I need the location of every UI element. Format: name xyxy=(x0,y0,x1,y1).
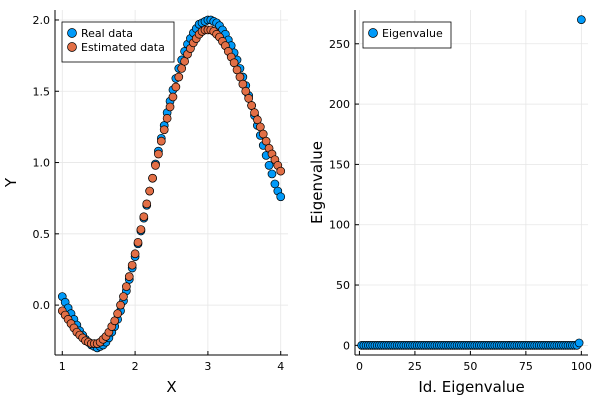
data-point xyxy=(116,300,125,310)
legend-label: Real data xyxy=(81,27,133,40)
x-tick-label: 4 xyxy=(277,360,284,373)
data-point xyxy=(122,282,131,291)
data-point xyxy=(156,136,166,146)
data-point xyxy=(130,249,140,259)
y-tick-label: 250 xyxy=(329,38,350,51)
data-point xyxy=(264,161,274,170)
y-tick-label: 200 xyxy=(329,98,350,111)
data-point xyxy=(145,186,155,196)
data-point xyxy=(159,125,169,135)
legend-marker xyxy=(67,28,77,38)
left-subplot: 1 2 3 4 0.0 0.5 1.0 1.5 2.0 X Y Real dataEstimated … xyxy=(2,10,288,396)
x-tick-label: 50 xyxy=(463,360,477,373)
data-point xyxy=(267,169,277,179)
x-tick-label: 3 xyxy=(204,360,211,373)
y-tick-label: 100 xyxy=(329,219,350,232)
data-point xyxy=(142,199,152,209)
data-point xyxy=(148,173,157,183)
legend-label: Eigenvalue xyxy=(382,27,443,40)
right-subplot: 0 25 50 75 100 0 50 100 150 200 250 Id. Eigenvalue E… xyxy=(308,10,592,396)
data-point xyxy=(174,72,184,82)
y-tick-label: 2.0 xyxy=(33,14,51,27)
y-tick-label: 0.0 xyxy=(33,299,51,312)
x-tick-label: 0 xyxy=(356,360,363,373)
legend-marker xyxy=(368,28,378,38)
data-point xyxy=(136,225,146,234)
data-point xyxy=(162,113,172,123)
y-tick-label: 1.0 xyxy=(33,157,51,170)
x-tick-label: 75 xyxy=(519,360,533,373)
y-tick-label: 50 xyxy=(336,279,350,292)
data-point xyxy=(576,15,586,25)
data-point xyxy=(119,292,128,301)
y-axis-title: Y xyxy=(2,177,20,188)
y-tick-label: 0.5 xyxy=(33,228,51,241)
data-point xyxy=(113,309,122,319)
x-axis-title: Id. Eigenvalue xyxy=(418,378,524,396)
data-point xyxy=(133,238,143,247)
legend-box xyxy=(61,21,175,63)
data-point xyxy=(574,338,584,348)
data-point xyxy=(165,102,175,112)
legend-marker xyxy=(67,42,77,52)
y-axis-title: Eigenvalue xyxy=(308,141,326,224)
data-point xyxy=(151,161,160,170)
y-tick-label: 150 xyxy=(329,158,350,171)
data-point xyxy=(276,166,286,176)
data-point xyxy=(127,260,137,270)
legend-label: Estimated data xyxy=(81,41,165,54)
y-tick-label: 1.5 xyxy=(33,85,51,98)
legend-box xyxy=(362,21,452,49)
x-tick-label: 1 xyxy=(59,360,66,373)
data-point xyxy=(168,92,178,102)
x-axis-title: X xyxy=(166,378,176,396)
data-point xyxy=(139,212,149,222)
x-tick-label: 100 xyxy=(571,360,592,373)
data-point xyxy=(276,192,286,202)
legend: Eigenvalue xyxy=(362,21,452,49)
y-tick-label: 0 xyxy=(343,339,350,352)
x-tick-label: 25 xyxy=(408,360,422,373)
data-point xyxy=(171,82,181,92)
data-point xyxy=(124,272,134,281)
data-point xyxy=(154,149,163,159)
x-tick-label: 2 xyxy=(132,360,139,373)
